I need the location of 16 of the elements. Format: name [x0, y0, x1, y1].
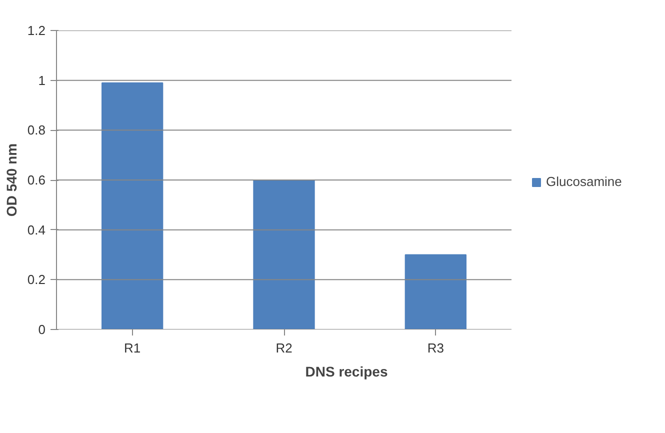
y-tick-label: 0.2 [27, 272, 46, 288]
y-tick-label: 0.4 [27, 222, 46, 238]
bar [404, 254, 466, 330]
y-tick-label: 1.2 [27, 23, 46, 38]
x-axis-title: DNS recipes [305, 364, 388, 380]
y-tick-label: 0 [38, 322, 46, 337]
y-axis-title: OD 540 nm [3, 143, 20, 217]
y-tick-label: 0.6 [27, 172, 46, 188]
x-tick-label: R3 [427, 340, 444, 356]
legend-label: Glucosamine [546, 174, 622, 189]
x-tick-label: R2 [276, 340, 292, 356]
x-tick-label: R1 [124, 340, 141, 356]
y-tick-label: 0.8 [27, 122, 46, 138]
y-tick-label: 1 [38, 72, 46, 88]
bar [102, 82, 164, 330]
bar [253, 180, 315, 330]
